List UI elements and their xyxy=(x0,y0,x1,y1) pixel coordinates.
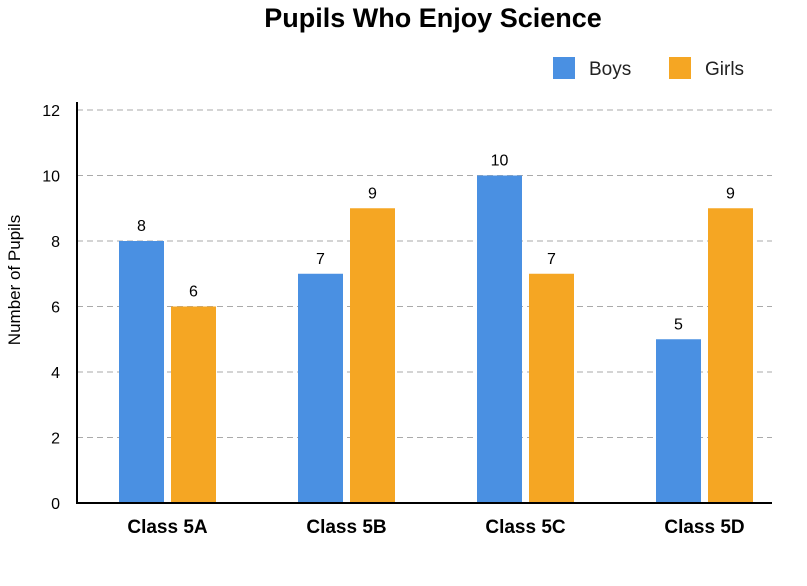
bar-labels: 8 6 7 9 10 7 5 9 xyxy=(137,153,735,334)
x-tick-label: Class 5D xyxy=(664,517,744,538)
bar-boys-class-5c xyxy=(477,175,522,503)
bar-value-label: 7 xyxy=(316,251,325,268)
bar-girls-class-5d xyxy=(708,208,753,503)
bars xyxy=(119,175,753,503)
x-tick-label: Class 5B xyxy=(306,517,386,538)
legend-label-boys: Boys xyxy=(589,59,631,80)
bar-value-label: 9 xyxy=(726,185,735,202)
y-tick-label: 4 xyxy=(51,365,60,382)
bar-value-label: 7 xyxy=(547,251,556,268)
bar-value-label: 6 xyxy=(189,284,198,301)
x-tick-label: Class 5A xyxy=(127,517,208,538)
y-tick-label: 2 xyxy=(51,431,60,448)
bar-girls-class-5c xyxy=(529,273,574,503)
y-tick-label: 6 xyxy=(51,300,60,317)
bar-boys-class-5a xyxy=(119,241,164,503)
bar-value-label: 10 xyxy=(491,153,509,170)
bar-boys-class-5b xyxy=(298,273,343,503)
y-tick-label: 10 xyxy=(42,169,60,186)
y-axis-label: Number of Pupils xyxy=(5,215,24,345)
y-tick-label: 0 xyxy=(51,496,60,513)
chart-title: Pupils Who Enjoy Science xyxy=(264,3,602,33)
y-tick-label: 8 xyxy=(51,234,60,251)
y-tick-label: 12 xyxy=(42,103,60,120)
legend-swatch-girls xyxy=(669,57,691,79)
bar-girls-class-5a xyxy=(171,306,216,503)
legend: Boys Girls xyxy=(553,57,744,80)
x-ticks: Class 5A Class 5B Class 5C Class 5D xyxy=(127,517,744,538)
bar-value-label: 5 xyxy=(674,316,683,333)
bar-girls-class-5b xyxy=(350,208,395,503)
bar-boys-class-5d xyxy=(656,339,701,503)
bar-value-label: 8 xyxy=(137,218,146,235)
legend-label-girls: Girls xyxy=(705,59,744,80)
bar-value-label: 9 xyxy=(368,185,377,202)
x-tick-label: Class 5C xyxy=(485,517,566,538)
legend-swatch-boys xyxy=(553,57,575,79)
y-ticks: 0 2 4 6 8 10 12 xyxy=(42,103,60,513)
